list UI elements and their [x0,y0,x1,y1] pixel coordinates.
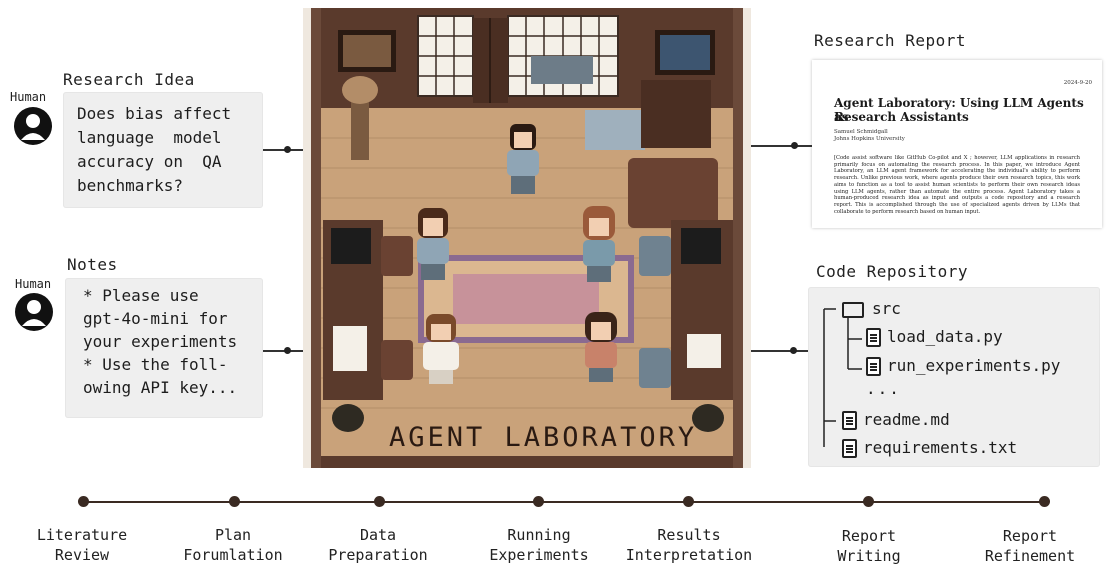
connector-idea [263,149,303,151]
connector-code [751,350,808,352]
stage-results-interpretation: Results Interpretation [614,525,764,565]
stage-dot [683,496,694,507]
connector-dot [790,347,797,354]
stage-line: Report [841,527,897,545]
connector-dot [284,347,291,354]
file-icon [842,411,857,430]
stage-plan-formulation: Plan Forumlation [158,525,308,565]
lab-illustration [303,8,751,468]
stage-line: Forumlation [183,546,283,564]
stage-dot [78,496,89,507]
idea-line: benchmarks? [77,176,183,195]
connector-notes [263,350,303,352]
lab-scene: AGENT LABORATORY [303,8,751,468]
stage-data-preparation: Data Preparation [303,525,453,565]
stage-running-experiments: Running Experiments [464,525,614,565]
repo-folder-src[interactable]: src [842,299,901,318]
lab-title: AGENT LABORATORY [389,422,698,453]
stage-dot [863,496,874,507]
report-author: Samuel Schmidgall [834,129,888,135]
human-icon [15,293,53,331]
notes-line: your experiments [83,332,238,351]
report-date: 2024-9-20 [1063,80,1092,86]
stage-report-refinement: Report Refinement [955,526,1105,566]
notes-line: * Use the foll- [83,355,228,374]
notes-line: gpt-4o-mini for [83,309,228,328]
stage-report-writing: Report Writing [794,526,944,566]
research-idea-heading: Research Idea [63,70,195,89]
connector-dot [791,142,798,149]
stage-line: Data [359,526,397,544]
report-affiliation: Johns Hopkins University [834,136,905,142]
repo-file[interactable]: run_experiments.py [866,356,1060,376]
stage-line: Review [54,546,110,564]
connector-dot [284,146,291,153]
report-title: Agent Laboratory: Using LLM Agents as [834,96,1084,124]
stage-line: Refinement [984,547,1076,565]
stage-dot [533,496,544,507]
connector-report [751,145,812,147]
idea-line: accuracy on QA [77,152,222,171]
folder-name: src [872,299,901,318]
stage-line: Results [657,526,721,544]
stage-line: Report [1002,527,1058,545]
repo-ellipsis: ... [866,379,901,398]
file-name: readme.md [863,410,950,429]
code-repository-heading: Code Repository [816,262,968,281]
stage-dot [1039,496,1050,507]
stage-literature-review: Literature Review [7,525,157,565]
code-repository-box: src load_data.py run_experiments.py ... … [808,287,1100,467]
repo-tree-lines [823,308,836,447]
stage-line: Literature [36,526,128,544]
notes-box: * Please use gpt-4o-mini for your experi… [65,278,263,418]
stage-dot [374,496,385,507]
stage-dot [229,496,240,507]
file-icon [866,357,881,376]
research-idea-box: Does bias affect language model accuracy… [63,92,263,208]
idea-line: language model [77,128,222,147]
report-title: Research Assistants [834,110,969,124]
notes-heading: Notes [67,255,118,274]
notes-line: owing API key... [83,378,238,397]
file-name: load_data.py [887,327,1003,346]
file-name: requirements.txt [863,438,1018,457]
report-abstract: [Code assist software like GitHub Co-pil… [834,155,1080,215]
repo-file[interactable]: load_data.py [866,327,1003,347]
stage-line: Preparation [328,546,428,564]
file-icon [842,439,857,458]
stage-line: Interpretation [625,546,753,564]
human-label-idea: Human [10,90,47,104]
stage-line: Running [507,526,571,544]
folder-icon [842,301,864,318]
stage-line: Writing [837,547,901,565]
research-report-paper: 2024-9-20 Agent Laboratory: Using LLM Ag… [812,60,1102,228]
human-icon [14,107,52,145]
file-icon [866,328,881,347]
human-label-notes: Human [15,277,52,291]
stage-line: Plan [214,526,252,544]
repo-file[interactable]: readme.md [842,410,950,430]
research-report-heading: Research Report [814,31,966,50]
stage-line: Experiments [489,546,589,564]
idea-line: Does bias affect [77,104,232,123]
repo-file[interactable]: requirements.txt [842,438,1017,458]
repo-subtree-lines [847,317,862,370]
timeline-line [83,501,1046,503]
file-name: run_experiments.py [887,356,1061,375]
notes-line: * Please use [83,286,199,305]
